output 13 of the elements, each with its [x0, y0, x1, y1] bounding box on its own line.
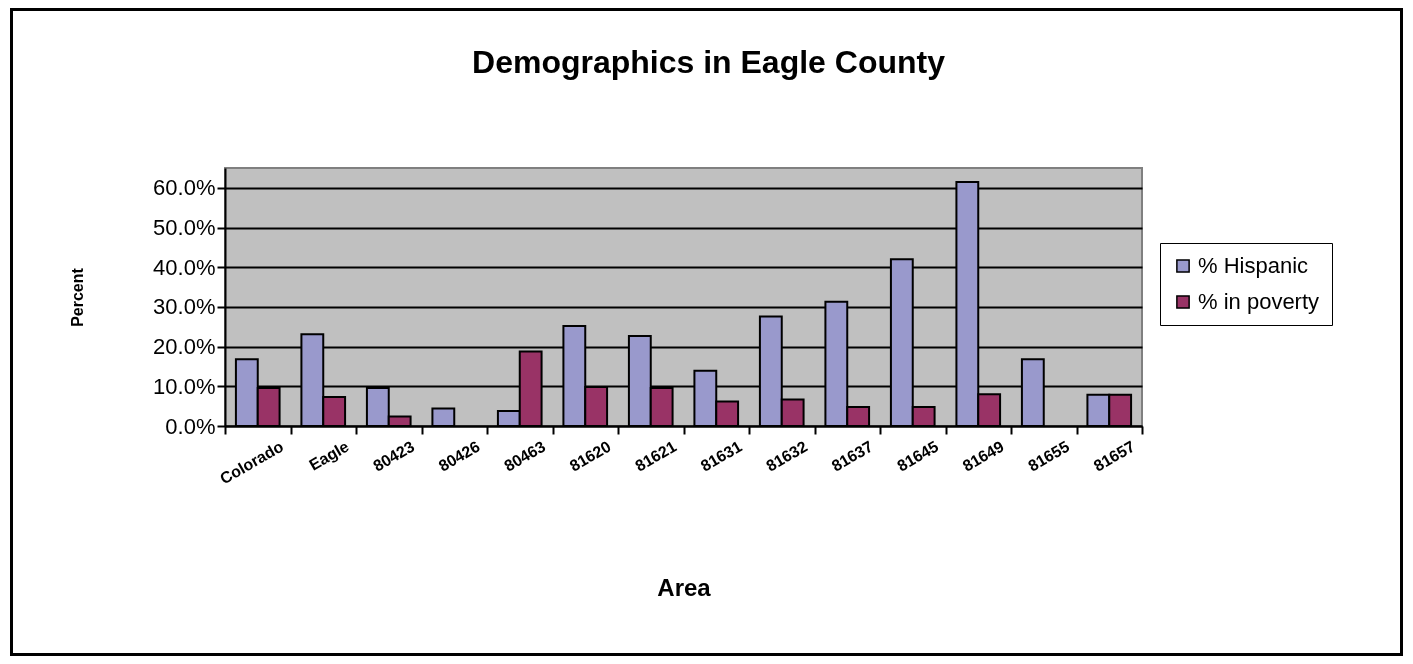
y-tick-label: 60.0% — [153, 175, 216, 201]
chart-title: Demographics in Eagle County — [472, 44, 946, 80]
y-tick-label: 10.0% — [153, 373, 216, 399]
x-axis-title: Area — [657, 573, 712, 601]
y-tick-label: 20.0% — [153, 334, 216, 360]
x-tick-label: Eagle — [306, 437, 352, 474]
y-tick-label: 0.0% — [165, 413, 216, 439]
y-axis-title: Percent — [68, 267, 86, 327]
y-tick-label: 30.0% — [153, 294, 216, 320]
legend-label: % in poverty — [1198, 289, 1320, 314]
y-tick-label: 40.0% — [153, 254, 216, 280]
y-tick-label: 50.0% — [153, 215, 216, 241]
legend-label: % Hispanic — [1198, 253, 1309, 278]
